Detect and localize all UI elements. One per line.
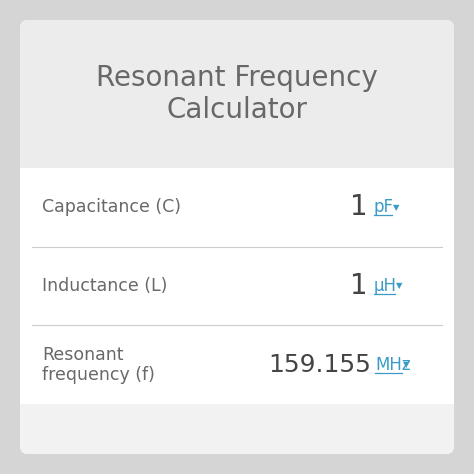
Text: Resonant: Resonant: [42, 346, 124, 364]
FancyBboxPatch shape: [20, 20, 454, 454]
Text: Capacitance (C): Capacitance (C): [42, 198, 181, 216]
FancyBboxPatch shape: [20, 404, 454, 454]
Text: ▼: ▼: [393, 203, 400, 212]
Text: frequency (f): frequency (f): [42, 365, 155, 383]
Text: 159.155: 159.155: [268, 353, 371, 377]
Text: Inductance (L): Inductance (L): [42, 277, 167, 295]
Bar: [20, 404, 454, 414]
Text: μH: μH: [374, 277, 397, 295]
Text: MHz: MHz: [375, 356, 410, 374]
Text: 1: 1: [350, 272, 368, 300]
FancyBboxPatch shape: [20, 20, 454, 168]
Bar: [20, 158, 454, 168]
Text: Calculator: Calculator: [166, 96, 308, 124]
Text: ▼: ▼: [396, 282, 402, 291]
Text: pF: pF: [374, 198, 394, 216]
Text: 1: 1: [350, 193, 368, 221]
Text: ▼: ▼: [403, 360, 410, 369]
Text: Resonant Frequency: Resonant Frequency: [96, 64, 378, 92]
